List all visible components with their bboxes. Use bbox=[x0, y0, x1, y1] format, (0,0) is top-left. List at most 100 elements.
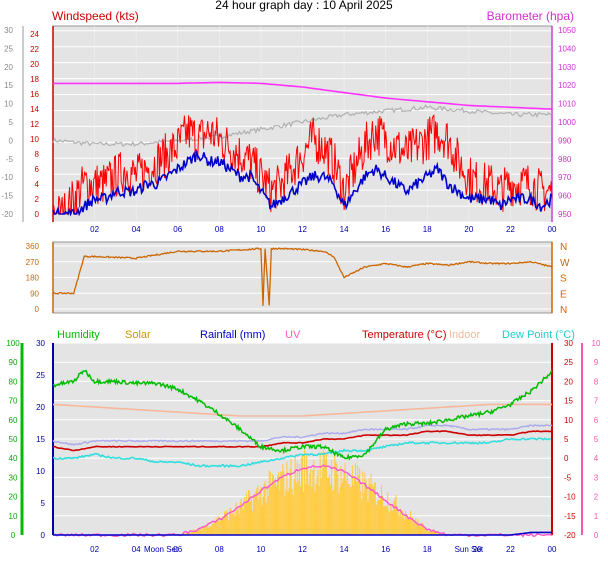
sunset-label: Sun Set bbox=[455, 545, 484, 554]
moonset-hour: 06 bbox=[173, 545, 182, 554]
humidity-tick-label: 40 bbox=[9, 454, 18, 463]
top-x-tick-label: 08 bbox=[215, 225, 224, 234]
uv-tick-label: 3 bbox=[594, 473, 599, 482]
wind-tick-label: 22 bbox=[30, 45, 39, 54]
rain-tick-label: 10 bbox=[36, 467, 45, 476]
wind-tick-label: 14 bbox=[30, 105, 39, 114]
top-x-tick-label: 22 bbox=[506, 225, 515, 234]
dir-tick-label: 360 bbox=[26, 242, 40, 251]
temp-tick-label: 30 bbox=[564, 339, 573, 348]
legend-temperature: Temperature (°C) bbox=[362, 329, 446, 341]
dir-compass-label: E bbox=[560, 289, 567, 300]
uv-tick-label: 10 bbox=[592, 339, 601, 348]
baro-tick-label: 1030 bbox=[558, 63, 576, 72]
uv-tick-label: 8 bbox=[594, 377, 599, 386]
baro-axis-title: Barometer (hpa) bbox=[487, 9, 574, 23]
baro-tick-label: 950 bbox=[558, 210, 572, 219]
rain-tick-label: 20 bbox=[36, 403, 45, 412]
baro-tick-label: 1000 bbox=[558, 118, 576, 127]
outer-tick-label: -20 bbox=[1, 210, 13, 219]
outer-tick-label: 0 bbox=[9, 136, 14, 145]
bottom-x-tick-label: 12 bbox=[298, 545, 307, 554]
dir-compass-label: S bbox=[560, 274, 567, 285]
legend-indoor: Indoor bbox=[449, 329, 481, 341]
bottom-x-tick-label: 04 bbox=[132, 545, 141, 554]
humidity-tick-label: 30 bbox=[9, 473, 18, 482]
baro-tick-label: 990 bbox=[558, 136, 572, 145]
wind-tick-label: 8 bbox=[35, 150, 40, 159]
dir-compass-label: N bbox=[560, 242, 567, 253]
dir-compass-label: W bbox=[560, 258, 570, 269]
outer-tick-label: -15 bbox=[1, 192, 13, 201]
bottom-x-tick-label: 16 bbox=[381, 545, 390, 554]
wind-axis-title: Windspeed (kts) bbox=[52, 9, 139, 23]
wind-tick-label: 16 bbox=[30, 90, 39, 99]
uv-tick-label: 6 bbox=[594, 416, 599, 425]
outer-tick-label: 5 bbox=[9, 118, 14, 127]
apparent-temp-line bbox=[52, 423, 553, 446]
dewpoint-line bbox=[52, 437, 552, 469]
bottom-x-tick-label: 18 bbox=[423, 545, 432, 554]
bottom-x-tick-label: 22 bbox=[506, 545, 515, 554]
dir-tick-label: 0 bbox=[35, 305, 40, 314]
dir-tick-label: 90 bbox=[30, 289, 39, 298]
dir-tick-label: 270 bbox=[26, 258, 40, 267]
temp-tick-label: -15 bbox=[564, 512, 576, 521]
humidity-tick-label: 70 bbox=[9, 397, 18, 406]
bottom-x-tick-label: 00 bbox=[548, 545, 557, 554]
uv-tick-label: 9 bbox=[594, 358, 599, 367]
top-x-tick-label: 14 bbox=[340, 225, 349, 234]
bottom-x-tick-label: 14 bbox=[340, 545, 349, 554]
bottom-x-tick-label: 10 bbox=[256, 545, 265, 554]
dir-compass-label: N bbox=[560, 305, 567, 316]
baro-tick-label: 1050 bbox=[558, 26, 576, 35]
uv-tick-label: 5 bbox=[594, 435, 599, 444]
wind-tick-label: 20 bbox=[30, 60, 39, 69]
uv-tick-label: 2 bbox=[594, 493, 599, 502]
humidity-tick-label: 80 bbox=[9, 377, 18, 386]
baro-tick-label: 1020 bbox=[558, 81, 576, 90]
temp-tick-label: -5 bbox=[564, 473, 572, 482]
legend-rainfall: Rainfall (mm) bbox=[200, 329, 265, 341]
temp-tick-label: -20 bbox=[564, 531, 576, 540]
outside-temp-line bbox=[52, 104, 553, 147]
wind-tick-label: 2 bbox=[35, 195, 40, 204]
indoor-line bbox=[52, 403, 552, 417]
humidity-tick-label: 10 bbox=[9, 512, 18, 521]
temperature-line bbox=[52, 430, 553, 452]
top-x-tick-label: 06 bbox=[173, 225, 182, 234]
rain-tick-label: 25 bbox=[36, 371, 45, 380]
uv-tick-label: 1 bbox=[594, 512, 599, 521]
temp-tick-label: -10 bbox=[564, 493, 576, 502]
bottom-x-tick-label: 02 bbox=[90, 545, 99, 554]
humidity-tick-label: 20 bbox=[9, 493, 18, 502]
wind-tick-label: 0 bbox=[35, 210, 40, 219]
baro-tick-label: 960 bbox=[558, 192, 572, 201]
temp-tick-label: 25 bbox=[564, 358, 573, 367]
rain-tick-label: 5 bbox=[41, 499, 46, 508]
humidity-line bbox=[52, 369, 553, 461]
top-x-tick-label: 04 bbox=[132, 225, 141, 234]
legend-solar: Solar bbox=[125, 329, 151, 341]
outer-tick-label: -10 bbox=[1, 173, 13, 182]
outer-tick-label: 30 bbox=[4, 26, 13, 35]
uv-tick-label: 7 bbox=[594, 397, 599, 406]
top-x-tick-label: 18 bbox=[423, 225, 432, 234]
temp-tick-label: 20 bbox=[564, 377, 573, 386]
top-x-tick-label: 02 bbox=[90, 225, 99, 234]
top-x-tick-label: 16 bbox=[381, 225, 390, 234]
legend-dewpoint: Dew Point (°C) bbox=[502, 329, 575, 341]
dir-tick-label: 180 bbox=[26, 274, 40, 283]
wind-tick-label: 10 bbox=[30, 135, 39, 144]
baro-tick-label: 1010 bbox=[558, 100, 576, 109]
wind-direction-line bbox=[52, 247, 553, 306]
wind-tick-label: 24 bbox=[30, 30, 39, 39]
outer-tick-label: 10 bbox=[4, 100, 13, 109]
baro-tick-label: 970 bbox=[558, 173, 572, 182]
top-x-tick-label: 10 bbox=[256, 225, 265, 234]
rain-tick-label: 30 bbox=[36, 339, 45, 348]
humidity-tick-label: 100 bbox=[6, 339, 20, 348]
top-x-tick-label: 00 bbox=[548, 225, 557, 234]
